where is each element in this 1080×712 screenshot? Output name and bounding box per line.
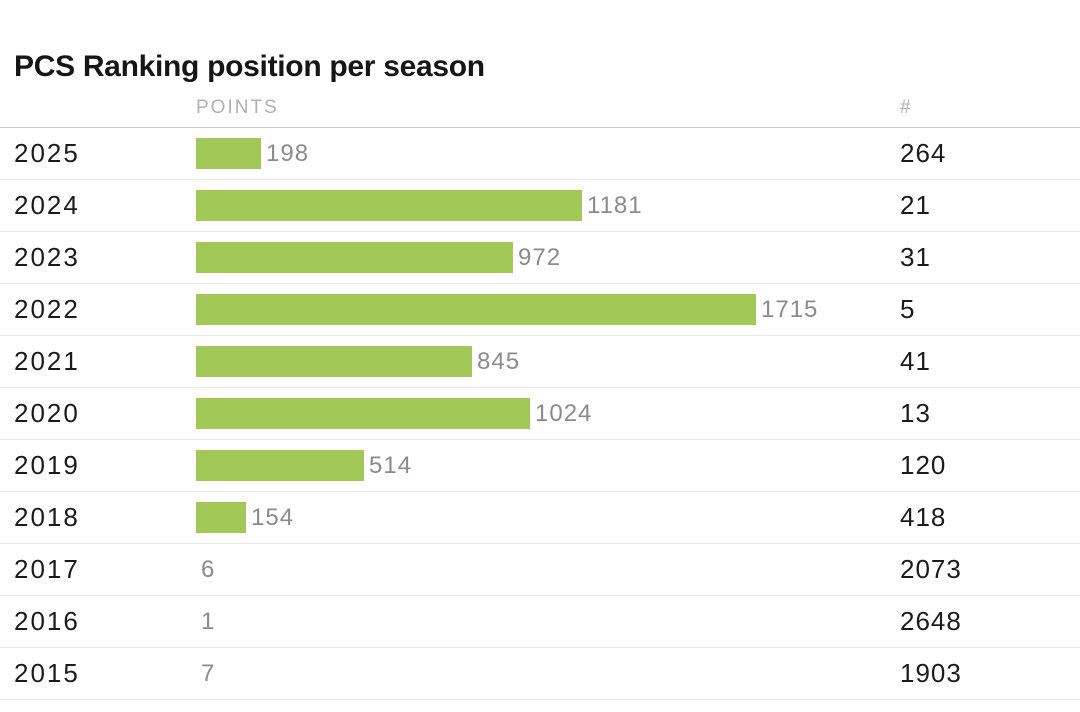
points-bar bbox=[196, 138, 261, 169]
table-row: 2018 154 418 bbox=[0, 492, 1080, 544]
points-bar bbox=[196, 346, 472, 377]
season-label: 2019 bbox=[14, 450, 80, 480]
table-row: 2024 1181 21 bbox=[0, 180, 1080, 232]
rank-value: 5 bbox=[900, 294, 916, 324]
points-value: 1 bbox=[201, 607, 216, 635]
points-cell: 514 bbox=[196, 440, 898, 491]
points-value: 1024 bbox=[535, 399, 593, 427]
points-bar bbox=[196, 450, 364, 481]
points-cell: 1024 bbox=[196, 388, 898, 439]
points-bar bbox=[196, 242, 513, 273]
rank-value: 31 bbox=[900, 242, 931, 272]
season-label: 2022 bbox=[14, 294, 80, 324]
rank-value: 2648 bbox=[900, 606, 962, 636]
table-row: 2023 972 31 bbox=[0, 232, 1080, 284]
page-title: PCS Ranking position per season bbox=[14, 50, 485, 83]
points-value: 7 bbox=[201, 659, 216, 687]
table-row: 2021 845 41 bbox=[0, 336, 1080, 388]
rank-value: 21 bbox=[900, 190, 931, 220]
points-cell: 1 bbox=[196, 596, 898, 647]
table-row: 2016 1 2648 bbox=[0, 596, 1080, 648]
points-value: 845 bbox=[477, 347, 521, 375]
points-value: 514 bbox=[369, 451, 413, 479]
season-label: 2025 bbox=[14, 138, 80, 168]
season-label: 2018 bbox=[14, 502, 80, 532]
points-cell: 6 bbox=[196, 544, 898, 595]
season-label: 2017 bbox=[14, 554, 80, 584]
points-cell: 7 bbox=[196, 648, 898, 699]
table-row: 2022 1715 5 bbox=[0, 284, 1080, 336]
points-cell: 972 bbox=[196, 232, 898, 283]
rank-value: 120 bbox=[900, 450, 947, 480]
points-bar bbox=[196, 398, 530, 429]
table-row: 2020 1024 13 bbox=[0, 388, 1080, 440]
rank-value: 13 bbox=[900, 398, 931, 428]
season-label: 2020 bbox=[14, 398, 80, 428]
points-value: 1715 bbox=[761, 295, 819, 323]
rank-value: 2073 bbox=[900, 554, 962, 584]
points-bar bbox=[196, 502, 246, 533]
season-label: 2016 bbox=[14, 606, 80, 636]
season-label: 2021 bbox=[14, 346, 80, 376]
season-label: 2015 bbox=[14, 658, 80, 688]
points-value: 972 bbox=[518, 243, 562, 271]
season-label: 2024 bbox=[14, 190, 80, 220]
rank-value: 41 bbox=[900, 346, 931, 376]
points-column-header: POINTS bbox=[196, 97, 279, 118]
points-cell: 154 bbox=[196, 492, 898, 543]
points-cell: 198 bbox=[196, 128, 898, 179]
points-value: 1181 bbox=[587, 191, 643, 219]
table-row: 2015 7 1903 bbox=[0, 648, 1080, 700]
points-bar bbox=[196, 294, 756, 325]
table-header: POINTS # bbox=[0, 84, 1080, 128]
rank-value: 264 bbox=[900, 138, 947, 168]
table-row: 2025 198 264 bbox=[0, 128, 1080, 180]
points-value: 198 bbox=[266, 139, 310, 167]
points-bar bbox=[196, 190, 582, 221]
season-rows: 2025 198 264 2024 1181 21 2023 972 31 2022 1715 5 20… bbox=[0, 128, 1080, 700]
points-cell: 1715 bbox=[196, 284, 898, 335]
points-value: 6 bbox=[201, 555, 216, 583]
points-value: 154 bbox=[251, 503, 295, 531]
rank-column-header: # bbox=[900, 97, 913, 118]
points-cell: 845 bbox=[196, 336, 898, 387]
table-row: 2019 514 120 bbox=[0, 440, 1080, 492]
table-row: 2017 6 2073 bbox=[0, 544, 1080, 596]
season-label: 2023 bbox=[14, 242, 80, 272]
rank-value: 1903 bbox=[900, 658, 962, 688]
points-cell: 1181 bbox=[196, 180, 898, 231]
rank-value: 418 bbox=[900, 502, 947, 532]
